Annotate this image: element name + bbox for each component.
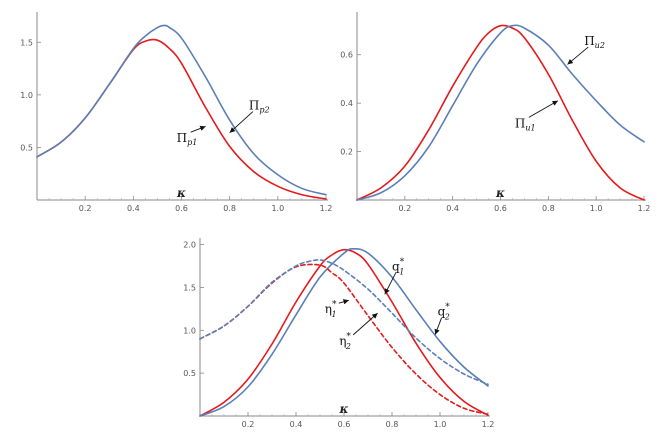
y-tick-label: 0.2 — [340, 148, 353, 157]
annotation-label: Πu1 — [515, 116, 536, 132]
series-annotation: Πu1 — [515, 100, 559, 132]
x-tick-label: 0.4 — [127, 204, 140, 213]
series-line-q2 — [199, 248, 489, 417]
series-annotation: q* 1 — [384, 257, 405, 295]
annotation-label: q* 1 — [392, 257, 405, 276]
chart-panel-bottom: 0.2 0.4 0.6 0.8 1.0 1.2 0.5 1.0 1.5 2.0 κ q* 1 η* 1 η* 2… — [183, 238, 494, 429]
x-tick-label: 0.4 — [290, 420, 303, 429]
x-tick-label: 1.0 — [434, 420, 447, 429]
x-tick-label: 0.2 — [242, 420, 255, 429]
y-tick-label: 2.0 — [183, 241, 196, 250]
x-tick-label: 1.2 — [320, 204, 333, 213]
x-tick-label: 1.0 — [271, 204, 284, 213]
series-line-p2 — [36, 24, 327, 196]
series-line-2-dashed — [199, 259, 489, 386]
chart-panel-top-left: 0.2 0.4 0.6 0.8 1.0 1.2 0.5 1.0 1.5 κ Πp1 Πp2 — [20, 12, 332, 213]
annotation-arrow — [528, 100, 559, 118]
x-axis-label: κ — [339, 402, 349, 416]
series-annotation: Πp1 — [177, 125, 206, 147]
x-tick-label: 1.2 — [638, 204, 651, 213]
x-tick-label: 0.6 — [175, 204, 188, 213]
chart-panel-top-right: 0.2 0.4 0.6 0.8 1.0 1.2 0.2 0.4 0.6 κ Πu2 Πu1 — [340, 12, 650, 213]
annotation-label: q* 2 — [438, 303, 451, 322]
x-tick-label: 0.8 — [386, 420, 399, 429]
annotation-arrow — [338, 299, 349, 305]
y-tick-label: 0.5 — [20, 143, 33, 152]
series-annotation: η* 1 — [325, 299, 349, 319]
series-line-u2 — [356, 24, 645, 201]
x-tick-label: 0.6 — [494, 204, 507, 213]
series-annotation: Πp2 — [229, 99, 270, 134]
annotation-arrow — [567, 46, 589, 65]
annotation-label: Πp2 — [249, 99, 270, 115]
annotation-label: Πu2 — [584, 34, 605, 50]
x-tick-label: 0.4 — [446, 204, 459, 213]
annotation-label: η* 2 — [339, 332, 351, 351]
series-annotation: η* 2 — [339, 312, 378, 351]
annotation-arrow — [229, 111, 254, 134]
annotation-label: Πp1 — [177, 131, 198, 147]
x-tick-label: 1.0 — [590, 204, 603, 213]
y-tick-label: 1.5 — [183, 283, 196, 292]
series-annotation: q* 2 — [434, 303, 451, 335]
y-tick-label: 1.0 — [183, 326, 196, 335]
series-line-u1 — [356, 24, 645, 201]
series-annotation: Πu2 — [567, 34, 605, 65]
x-tick-label: 0.8 — [542, 204, 555, 213]
x-axis-label: κ — [495, 186, 505, 200]
x-tick-label: 0.2 — [79, 204, 92, 213]
annotation-arrow — [352, 312, 378, 336]
y-tick-label: 0.6 — [340, 51, 353, 60]
x-axis-label: κ — [176, 186, 186, 200]
series-line-p1 — [36, 38, 327, 200]
y-tick-label: 0.5 — [183, 369, 196, 378]
x-tick-label: 0.8 — [223, 204, 236, 213]
annotation-label: η* 1 — [325, 300, 337, 319]
x-tick-label: 0.2 — [398, 204, 411, 213]
x-tick-label: 0.6 — [338, 420, 351, 429]
annotation-arrow — [384, 272, 397, 295]
y-tick-label: 0.4 — [340, 99, 353, 108]
annotation-arrow — [434, 317, 443, 335]
x-tick-label: 1.2 — [482, 420, 495, 429]
annotation-arrow — [190, 125, 206, 133]
y-tick-label: 1.0 — [20, 91, 33, 100]
series-line-q1 — [199, 248, 489, 417]
y-tick-label: 1.5 — [20, 38, 33, 47]
